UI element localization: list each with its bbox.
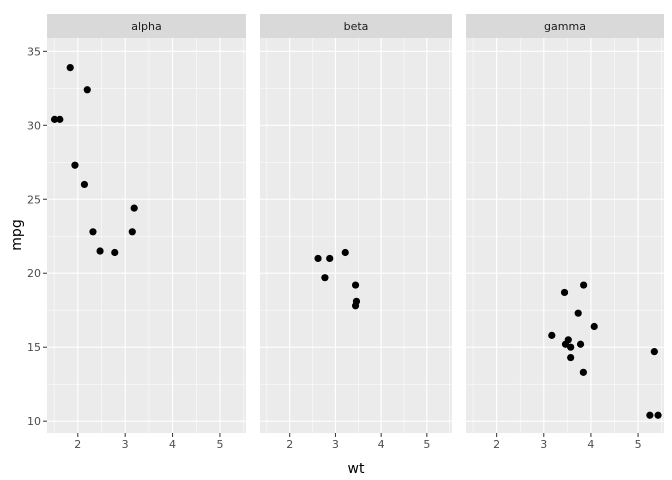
facet-panel-alpha: alpha 2 3 4 5: [47, 14, 246, 451]
data-point: [574, 309, 582, 317]
facet-strip: [47, 14, 246, 38]
facet-strip: [260, 14, 452, 38]
data-point: [352, 297, 361, 305]
data-point: [71, 161, 79, 169]
x-tick-label: 4: [169, 438, 176, 451]
y-tick-label: 15: [27, 341, 41, 354]
data-point: [564, 336, 572, 344]
data-point: [96, 247, 104, 255]
data-point: [580, 281, 588, 289]
data-point: [326, 254, 334, 263]
data-point: [130, 204, 138, 212]
x-tick-label: 3: [540, 438, 547, 451]
y-tick-label: 35: [27, 45, 41, 58]
panel-background: [260, 38, 452, 433]
x-tick-label: 2: [286, 438, 293, 451]
facet-label: alpha: [131, 20, 162, 33]
data-point: [548, 331, 556, 339]
facet-panel-gamma: gamma 2 3 4 5: [466, 14, 664, 451]
y-axis-title: mpg: [9, 219, 25, 250]
data-point: [83, 86, 91, 94]
data-point: [80, 180, 89, 189]
data-point: [650, 348, 658, 356]
data-point: [50, 115, 59, 123]
panel-background: [466, 38, 664, 433]
x-tick-label: 5: [423, 438, 430, 451]
data-point: [128, 228, 136, 236]
data-point: [89, 228, 97, 236]
data-point: [66, 63, 74, 72]
x-tick-label: 5: [216, 438, 223, 451]
y-tick-label: 25: [27, 193, 41, 206]
data-point: [351, 281, 360, 289]
x-tick-label: 4: [587, 438, 594, 451]
x-tick-label: 5: [635, 438, 642, 451]
facet-panel-beta: beta 2 3 4 5: [260, 14, 452, 451]
data-point: [341, 248, 349, 257]
data-point: [579, 368, 587, 376]
data-point: [56, 115, 64, 123]
data-point: [314, 254, 322, 263]
data-point: [560, 288, 569, 297]
data-point: [567, 353, 575, 362]
facet-label: gamma: [544, 20, 586, 33]
x-tick-label: 2: [493, 438, 500, 451]
facet-label: beta: [344, 20, 369, 33]
data-point: [321, 274, 329, 282]
data-point: [567, 343, 575, 351]
data-point: [576, 340, 585, 348]
data-point: [590, 322, 598, 331]
x-tick-label: 3: [122, 438, 129, 451]
panel-background: [47, 38, 246, 433]
data-point: [654, 411, 662, 419]
x-axis-title: wt: [348, 461, 365, 477]
facet-strip: [466, 14, 664, 38]
data-point: [111, 248, 119, 257]
y-tick-label: 30: [27, 119, 41, 132]
x-tick-label: 2: [74, 438, 81, 451]
y-tick-label: 20: [27, 267, 41, 280]
x-tick-label: 4: [378, 438, 385, 451]
y-tick-label: 10: [27, 415, 41, 428]
x-tick-label: 3: [332, 438, 339, 451]
facet-panels: 10 15 20 25 30 35 alpha 2 3 4 5 beta 2 3 4 5 gamma 2 3 4 5: [27, 14, 664, 451]
data-point: [646, 411, 654, 419]
